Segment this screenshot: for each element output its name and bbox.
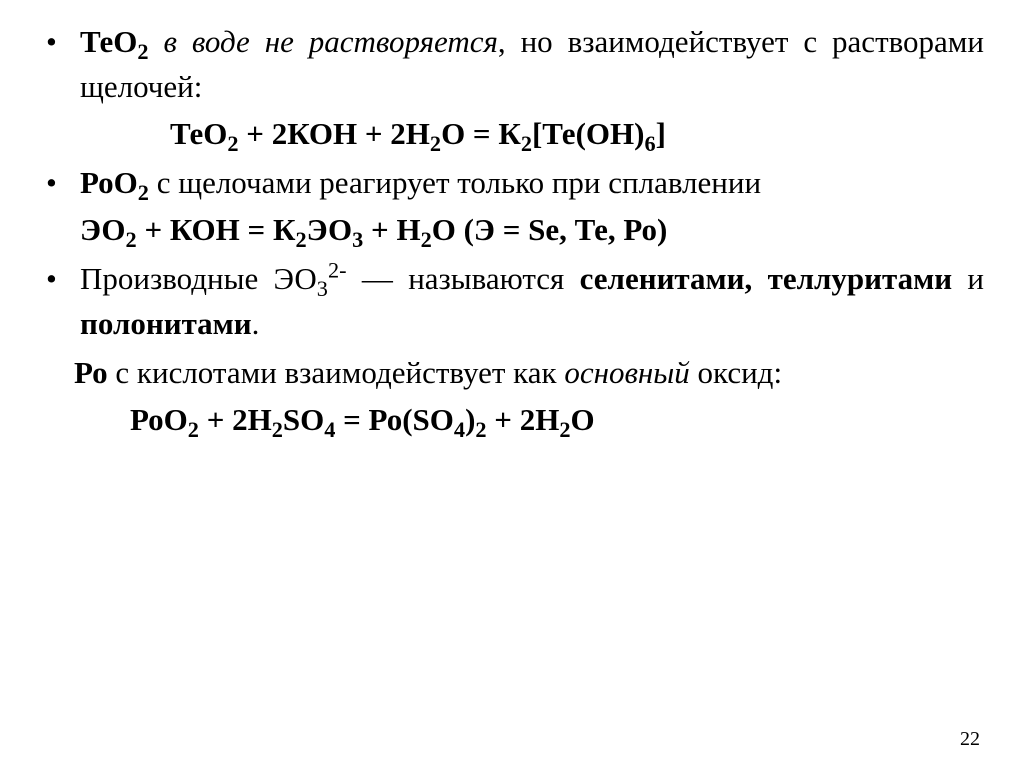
eq3-so4: SО [283,402,324,437]
eq1-a-sub: 2 [227,131,238,156]
eq3-so4b-sub: 4 [454,417,465,442]
bullet-2: РоО2 с щелочами реагирует только при спл… [40,161,984,253]
p4-po: Ро [74,355,108,390]
eq2-a-sub: 2 [126,227,137,252]
p4-mid: с кислотами взаимодействует как [108,355,565,390]
eq1-bracket: [Те(ОН) [532,116,644,151]
eq3-a-sub: 2 [188,417,199,442]
teo2-base: ТеО [80,24,137,59]
slide-body: ТеО2 в воде не растворяется, но взаимоде… [0,0,1024,768]
eq1-a: ТеО [170,116,227,151]
eq2-eo3-sub: 3 [352,227,363,252]
bullet-list: ТеО2 в воде не растворяется, но взаимоде… [40,20,984,347]
bullet-1-text: ТеО2 в воде не растворяется, но взаимоде… [80,20,984,110]
eq2-eo3: ЭО [307,212,353,247]
eq3-plus: + 2Н [199,402,272,437]
eq3-h2o-sub: 2 [559,417,570,442]
eq2-a: ЭО [80,212,126,247]
p3-eo3: ЭО [274,261,317,296]
eq3-o: О [570,402,594,437]
bullet-2-text: РоО2 с щелочами реагирует только при спл… [80,161,984,206]
eq1-plus1: + 2КОН + 2Н [239,116,430,151]
eq1-oeq: О = К [441,116,521,151]
p3-dash: — называются [347,261,580,296]
p3-eo3-sub: 3 [317,276,328,301]
poo2-sub: 2 [138,180,149,205]
eq1-k-sub: 2 [521,131,532,156]
eq1-six: 6 [644,131,655,156]
eq2-o: О [432,212,456,247]
po-paragraph: Ро с кислотами взаимодействует как основ… [40,351,984,396]
poo2-formula: РоО2 [80,165,149,200]
equation-1: ТеО2 + 2КОН + 2Н2О = К2[Те(ОН)6] [80,112,984,157]
bullet-3: Производные ЭО32- — называются селенитам… [40,257,984,347]
bullet-1: ТеО2 в воде не растворяется, но взаимоде… [40,20,984,157]
eq2-plus: + КОН = К [137,212,296,247]
eq3-so4-sub: 4 [324,417,335,442]
p3-dot: . [252,306,260,341]
p4-end: оксид: [690,355,782,390]
p3-lead: Производные [80,261,274,296]
page-number: 22 [960,725,980,754]
equation-3: РоО2 + 2Н2SО4 = Ро(SО4)2 + 2Н2О [40,398,984,443]
p3-sel: селенитами, теллуритами [580,261,952,296]
eq3-two: 2 [475,417,486,442]
p3-pol: полонитами [80,306,252,341]
equation-2: ЭО2 + КОН = К2ЭО3 + Н2О (Э = Se, Те, Ро) [80,208,984,253]
bullet-1-italic: в воде не растворяется [149,24,498,59]
eq2-k-sub: 2 [295,227,306,252]
p3-and: и [952,261,984,296]
eq3-eq: = Ро(SО [335,402,454,437]
eq2-h2o-sub: 2 [421,227,432,252]
eo3-formula: ЭО32- [274,261,347,296]
teo2-formula: ТеО2 [80,24,149,59]
p4-osn: основный [564,355,689,390]
eq2-h2o: + Н [363,212,420,247]
eq1-close: ] [656,116,666,151]
eq3-h2o: + 2Н [487,402,560,437]
bullet-3-text: Производные ЭО32- — называются селенитам… [80,257,984,347]
bullet-2-rest: с щелочами реагирует только при сплавлен… [149,165,761,200]
poo2-base: РоО [80,165,138,200]
p3-eo3-sup: 2- [328,257,347,282]
eq3-close: ) [465,402,475,437]
eq3-a: РоО [130,402,188,437]
eq3-h-sub: 2 [272,417,283,442]
eq2-note: (Э = Se, Те, Ро) [456,212,668,247]
eq1-h2o-sub: 2 [430,131,441,156]
teo2-sub: 2 [137,39,148,64]
